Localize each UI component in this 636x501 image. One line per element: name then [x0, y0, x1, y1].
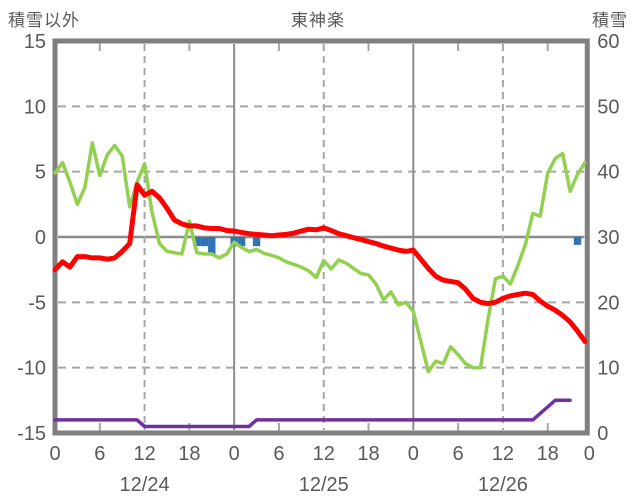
red-series-line [52, 182, 588, 344]
right-axis-tick-label: 10 [597, 358, 619, 380]
hour-tick-label: 18 [537, 443, 559, 465]
date-label: 12/25 [299, 474, 349, 496]
precip-bar [237, 237, 246, 247]
hour-tick-label: 12 [492, 443, 514, 465]
hour-tick-label: 6 [94, 443, 105, 465]
hour-tick-label: 6 [273, 443, 284, 465]
right-axis-tick-label: 0 [597, 423, 608, 445]
hour-tick-label: 0 [408, 443, 419, 465]
snow-depth-line [53, 398, 572, 429]
precip-bar [252, 237, 261, 247]
left-axis-tick-label: 15 [24, 31, 46, 53]
hour-tick-label: 18 [178, 443, 200, 465]
left-axis-tick-label: 10 [24, 96, 46, 118]
left-axis-tick-label: 5 [35, 162, 46, 184]
right-axis-tick-label: 50 [597, 96, 619, 118]
right-axis-tick-label: 20 [597, 292, 619, 314]
right-axis-title: 積雪 [592, 11, 628, 30]
left-axis-tick-label: -10 [17, 358, 46, 380]
date-label: 12/24 [120, 474, 170, 496]
hour-tick-label: 18 [357, 443, 379, 465]
hour-tick-label-end: 0 [584, 443, 595, 465]
hour-tick-label: 0 [229, 443, 240, 465]
precip-bar [193, 237, 201, 247]
date-label: 12/26 [478, 474, 528, 496]
hour-tick-label: 0 [49, 443, 60, 465]
right-axis-tick-label: 40 [597, 162, 619, 184]
hour-tick-label: 12 [313, 443, 335, 465]
hour-tick-label: 12 [133, 443, 155, 465]
left-axis-tick-label: -15 [17, 423, 46, 445]
left-axis-tick-label: -5 [28, 292, 46, 314]
green-series-line [53, 141, 587, 374]
plot-frame [52, 38, 590, 436]
left-axis-title: 積雪以外 [8, 11, 80, 30]
precip-bar [208, 237, 216, 254]
precip-bar [200, 237, 208, 247]
right-axis-tick-label: 30 [597, 227, 619, 249]
precip-bar [573, 237, 582, 245]
left-axis-tick-label: 0 [35, 227, 46, 249]
right-axis-tick-label: 60 [597, 31, 619, 53]
station-title: 東神楽 [291, 11, 345, 30]
hour-tick-label: 6 [453, 443, 464, 465]
